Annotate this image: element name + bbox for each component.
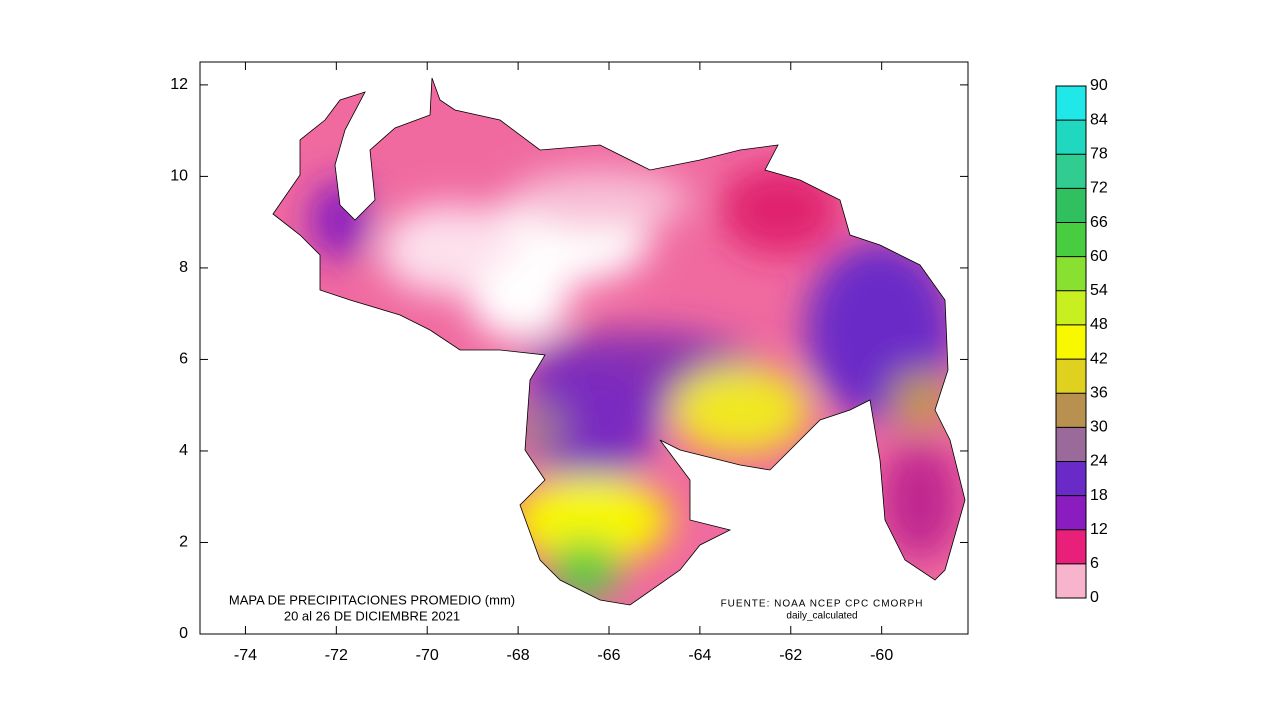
colorbar-segment [1056,86,1086,121]
y-tick-label: 4 [179,442,188,459]
colorbar-label: 84 [1090,111,1108,128]
y-tick-label: 0 [179,625,188,642]
colorbar-segment [1056,393,1086,428]
map-title: MAPA DE PRECIPITACIONES PROMEDIO (mm) [229,592,515,607]
colorbar-label: 0 [1090,589,1099,606]
y-tick-label: 8 [179,259,188,276]
colorbar-label: 36 [1090,384,1108,401]
y-tick-label: 2 [179,534,188,551]
x-tick-label: -66 [597,647,620,664]
colorbar-label: 30 [1090,419,1108,436]
colorbar-label: 72 [1090,180,1108,197]
colorbar-label: 18 [1090,487,1108,504]
colorbar-segment [1056,461,1086,496]
y-tick-label: 6 [179,351,188,368]
colorbar-label: 66 [1090,214,1108,231]
colorbar-segment [1056,324,1086,360]
x-tick-label: -74 [234,647,257,664]
colorbar-segment [1056,120,1086,155]
colorbar-label: 6 [1090,555,1099,572]
colorbar-segment [1056,427,1086,462]
colorbar-label: 24 [1090,453,1108,470]
colorbar-label: 54 [1090,282,1108,299]
source-note: daily_calculated [786,611,857,622]
y-tick-label: 12 [170,76,188,93]
country-outline [272,77,966,606]
map-frame [199,61,969,635]
colorbar-segment [1056,154,1086,189]
colorbar-segment [1056,359,1086,394]
x-tick-label: -64 [688,647,711,664]
colorbar-label: 48 [1090,316,1108,333]
colorbar-segment [1056,495,1086,530]
map-subtitle: 20 al 26 DE DICIEMBRE 2021 [284,608,460,623]
x-tick-label: -70 [416,647,439,664]
x-tick-label: -60 [870,647,893,664]
colorbar-segment [1056,563,1086,598]
source: FUENTE: NOAA NCEP CPC CMORPH [721,599,924,610]
colorbar-label: 60 [1090,248,1108,265]
colorbar-label: 12 [1090,521,1108,538]
x-tick-label: -68 [507,647,530,664]
precipitation-field [273,78,965,605]
x-tick-label: -62 [779,647,802,664]
colorbar-segment [1056,188,1086,223]
y-tick-label: 10 [170,168,188,185]
colorbar-label: 42 [1090,350,1108,367]
colorbar-label: 90 [1090,77,1108,94]
colorbar-segment [1056,290,1086,325]
colorbar-segment [1056,222,1086,257]
colorbar-label: 78 [1090,145,1108,162]
colorbar-segment [1056,256,1086,291]
colorbar-segment [1056,529,1086,564]
x-tick-label: -72 [325,647,348,664]
